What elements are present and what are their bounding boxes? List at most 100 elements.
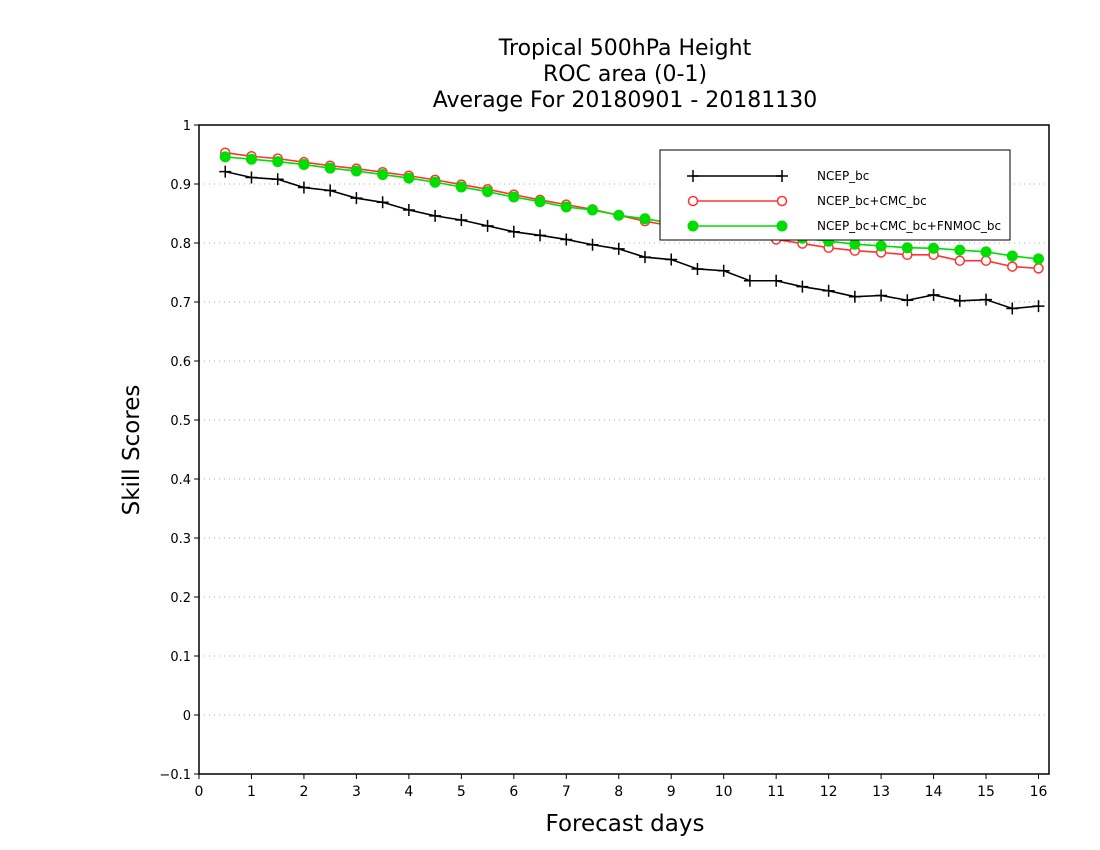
x-tick-label: 13 [872, 784, 890, 800]
series-1-point [743, 274, 756, 287]
series-3-point [245, 153, 257, 165]
series-1-point [1006, 302, 1019, 315]
legend-marker [776, 220, 788, 232]
series-1-point [429, 209, 442, 222]
series-1-point [376, 196, 389, 209]
series-3-point [849, 238, 861, 250]
series-1-point [507, 225, 520, 238]
series-1-point [770, 274, 783, 287]
series-1-point [245, 171, 258, 184]
series-3-point [350, 165, 362, 177]
y-tick-label: 0.4 [170, 473, 191, 488]
series-1-point [219, 165, 232, 178]
y-tick-label: 0 [183, 709, 191, 724]
legend-marker [687, 170, 699, 182]
series-1-point [953, 294, 966, 307]
y-tick-label: 0.9 [170, 178, 191, 193]
series-3-point [324, 162, 336, 174]
series-3-point [980, 246, 992, 258]
x-tick-label: 0 [195, 784, 204, 800]
series-1-point [586, 238, 599, 251]
series-2-point [980, 255, 992, 266]
x-axis-label: Forecast days [545, 811, 705, 837]
series-3-point [508, 191, 520, 203]
y-tick-label: 0.1 [170, 650, 191, 665]
legend-box [659, 149, 1011, 241]
series-1-point [848, 290, 861, 303]
series-1-point [927, 288, 940, 301]
x-tick-label: 1 [247, 784, 256, 800]
x-tick-label: 12 [820, 784, 838, 800]
y-tick-label: 0.7 [170, 296, 191, 311]
series-1-point [560, 233, 573, 246]
series-3-point [639, 213, 651, 225]
series-1-point [297, 181, 310, 194]
series-2-point [1033, 263, 1044, 274]
series-3-point [901, 242, 913, 254]
chart-title-line-1: Tropical 500hPa Height [498, 36, 752, 61]
x-tick-label: 5 [457, 784, 466, 800]
x-tick-label: 8 [614, 784, 623, 800]
x-tick-label: 10 [715, 784, 733, 800]
series-1-point [481, 219, 494, 232]
x-tick-label: 7 [562, 784, 571, 800]
legend-label: NCEP_bc [817, 169, 869, 183]
series-3-point [272, 156, 284, 168]
series-3-point [1033, 253, 1045, 265]
x-tick-label: 9 [667, 784, 676, 800]
series-3-point [455, 181, 467, 193]
y-tick-label: 0.3 [170, 532, 191, 547]
x-tick-label: 6 [509, 784, 518, 800]
x-tick-label: 2 [299, 784, 308, 800]
legend-marker [687, 195, 699, 207]
series-1-point [271, 173, 284, 186]
series-2-point [1007, 261, 1018, 272]
series-3-point [429, 176, 441, 188]
legend-marker [776, 170, 788, 182]
series-1-point [324, 184, 337, 197]
series-1-point [901, 294, 914, 307]
chart-title-line-3: Average For 20180901 - 20181130 [432, 88, 818, 113]
legend-marker [687, 220, 699, 232]
series-3-point [298, 159, 310, 171]
series-3-point [875, 240, 887, 252]
y-tick-label: 1 [183, 119, 191, 134]
y-tick-label: 0.6 [170, 355, 191, 370]
series-1-point [875, 289, 888, 302]
x-tick-label: 11 [767, 784, 785, 800]
series-1-point [691, 262, 704, 275]
series-3-point [954, 244, 966, 256]
series-2-point [954, 255, 966, 266]
series-3-point [560, 201, 572, 213]
series-3-point [534, 196, 546, 208]
y-tick-label: 0.5 [170, 414, 191, 429]
x-tick-label: 14 [925, 784, 943, 800]
y-tick-label: 0.2 [170, 591, 191, 606]
y-tick-label: −0.1 [159, 768, 191, 783]
series-1-point [612, 242, 625, 255]
legend-label: NCEP_bc+CMC_bc [817, 194, 927, 208]
chart-title-line-2: ROC area (0-1) [542, 62, 708, 87]
x-tick-label: 4 [404, 784, 413, 800]
y-tick-label: 0.8 [170, 237, 191, 252]
series-3-point [613, 209, 625, 221]
series-1-point [796, 280, 809, 293]
series-1-point [402, 203, 415, 216]
plot-frame [198, 124, 1050, 775]
series-1-point [350, 192, 363, 205]
series-1-point [455, 213, 468, 226]
x-tick-label: 16 [1030, 784, 1048, 800]
series-1-point [980, 293, 993, 306]
series-3-point [219, 151, 231, 163]
series-1-point [717, 264, 730, 277]
series-3-point [403, 172, 415, 184]
series-3-point [482, 186, 494, 198]
x-tick-label: 15 [977, 784, 995, 800]
series-3-point [377, 169, 389, 181]
legend-label: NCEP_bc+CMC_bc+FNMOC_bc [817, 219, 1001, 233]
series-3-point [928, 242, 940, 254]
legend-marker [776, 195, 788, 207]
series-1-point [665, 253, 678, 266]
series-1-point [822, 284, 835, 297]
